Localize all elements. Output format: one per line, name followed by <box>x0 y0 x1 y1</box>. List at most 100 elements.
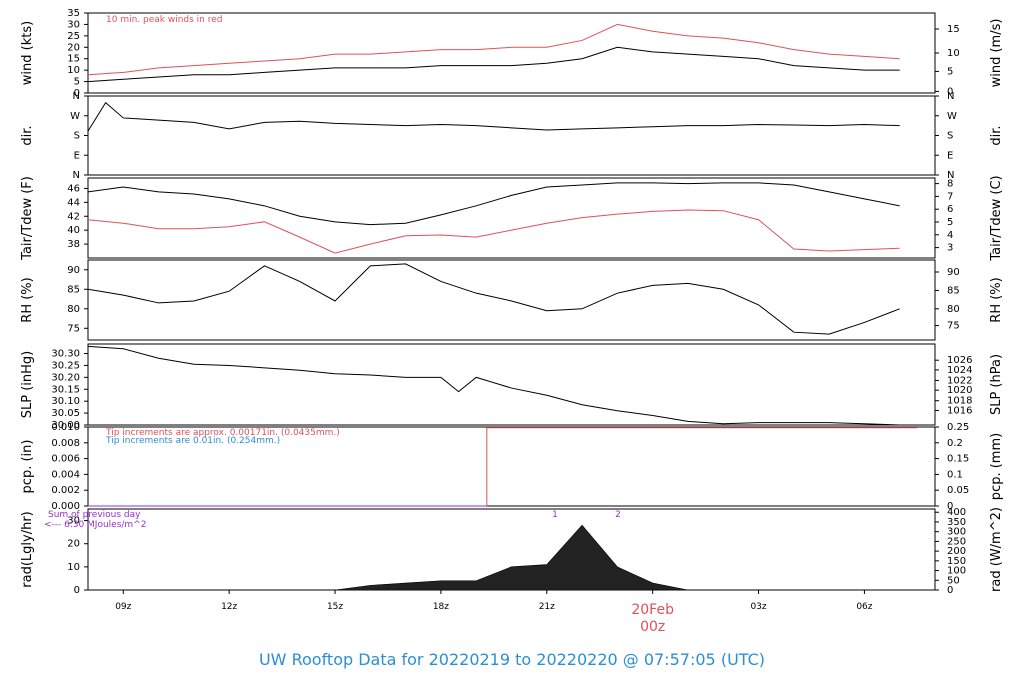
panel-frame-4 <box>87 343 936 426</box>
y-tick-label-left: 20 <box>67 539 80 550</box>
y-tick-label-right: W <box>947 111 957 122</box>
y-tick-label-right: 5 <box>947 66 953 77</box>
y-tick-label-right: 4 <box>947 230 953 241</box>
panel-annotation: Tip increments are 0.01in. (0.254mm.) <box>105 436 280 446</box>
y-axis-label-left: Tair/Tdew (F) <box>20 176 35 261</box>
x-tick-label: 21z <box>539 602 555 612</box>
date-marker-day: 20Feb <box>631 602 674 618</box>
y-tick-label-right: 350 <box>947 517 966 528</box>
y-tick-label-right: 1022 <box>947 375 972 386</box>
panel-frame-1 <box>87 95 936 176</box>
radiation-marker: 1 <box>552 510 558 520</box>
y-tick-label-right: 7 <box>947 191 953 202</box>
y-tick-label-left: S <box>74 131 80 142</box>
y-axis-label-left: wind (kts) <box>20 21 35 85</box>
y-tick-label-left: N <box>73 91 80 102</box>
panel-frame-5 <box>87 426 936 507</box>
y-axis-label-right: pcp. (mm) <box>989 433 1004 500</box>
series-line-4-0 <box>87 345 900 426</box>
y-tick-label-left: 30 <box>67 19 80 30</box>
y-tick-label-left: 80 <box>67 304 80 315</box>
y-tick-label-left: 0.010 <box>51 422 80 433</box>
y-axis-label-left: dir. <box>20 125 35 145</box>
y-tick-label-right: 1020 <box>947 385 972 396</box>
y-tick-label-left: 20 <box>67 42 80 53</box>
y-tick-label-left: 0.006 <box>51 454 80 465</box>
y-tick-label-right: 150 <box>947 556 966 567</box>
y-tick-label-right: 8 <box>947 179 953 190</box>
y-tick-label-left: 10 <box>67 562 80 573</box>
y-tick-label-left: 42 <box>67 211 80 222</box>
y-tick-label-left: 0.008 <box>51 438 80 449</box>
y-tick-label-right: 5 <box>947 217 953 228</box>
y-tick-label-right: 90 <box>947 267 960 278</box>
x-tick-label: 09z <box>115 602 131 612</box>
y-tick-label-right: 15 <box>947 24 960 35</box>
date-marker-hour: 00z <box>640 619 665 635</box>
y-tick-label-left: 30.20 <box>51 372 80 383</box>
y-axis-label-left: SLP (inHg) <box>20 351 35 419</box>
x-tick-label: 15z <box>327 602 343 612</box>
y-tick-label-right: 0.25 <box>947 422 969 433</box>
y-axis-label-right: RH (%) <box>989 277 1004 322</box>
y-tick-label-right: N <box>947 170 954 181</box>
y-tick-label-right: 1018 <box>947 396 972 407</box>
y-tick-label-right: 0 <box>947 501 953 512</box>
y-tick-label-left: 5 <box>74 77 80 88</box>
x-tick-label: 18z <box>433 602 449 612</box>
y-tick-label-left: 30 <box>67 516 80 527</box>
y-tick-label-left: 90 <box>67 265 80 276</box>
y-tick-label-left: 0.004 <box>51 469 80 480</box>
y-tick-label-right: 0.1 <box>947 469 963 480</box>
y-tick-label-right: 0.05 <box>947 485 969 496</box>
y-tick-label-right: 200 <box>947 546 966 557</box>
y-axis-label-left: RH (%) <box>20 277 35 322</box>
y-tick-label-right: 400 <box>947 507 966 518</box>
y-tick-label-right: 10 <box>947 48 960 59</box>
y-tick-label-right: S <box>947 131 953 142</box>
series-line-1-0 <box>87 101 900 132</box>
y-tick-label-right: 1016 <box>947 405 972 416</box>
panel-annotation: Tip increments are approx. 0.00171in. (0… <box>105 428 340 438</box>
y-tick-label-right: N <box>947 91 954 102</box>
y-tick-label-left: 30.00 <box>51 420 80 431</box>
y-tick-label-left: 30.30 <box>51 349 80 360</box>
radiation-marker: 2 <box>615 510 621 520</box>
y-tick-label-left: 40 <box>67 225 80 236</box>
y-tick-label-left: 0.002 <box>51 485 80 496</box>
y-tick-label-left: W <box>70 111 80 122</box>
y-tick-label-right: 0.2 <box>947 438 963 449</box>
y-tick-label-right: 300 <box>947 527 966 538</box>
panel-annotation: <--- 6.30 MJoules/m^2 <box>44 520 146 530</box>
series-line-0-0 <box>87 46 900 83</box>
y-tick-label-left: 0 <box>74 585 80 596</box>
y-axis-label-right: Tair/Tdew (C) <box>989 175 1004 261</box>
y-tick-label-right: 100 <box>947 566 966 577</box>
y-tick-label-left: E <box>74 150 80 161</box>
y-tick-label-right: 250 <box>947 536 966 547</box>
panel-frame-2 <box>87 177 936 259</box>
y-tick-label-left: 30.05 <box>51 408 80 419</box>
y-tick-label-right: 6 <box>947 204 953 215</box>
y-axis-label-left: rad(Lgly/hr) <box>20 511 35 587</box>
y-tick-label-right: 75 <box>947 321 960 332</box>
series-line-2-0 <box>87 182 900 226</box>
panel-frame-3 <box>87 259 936 341</box>
y-tick-label-left: 75 <box>67 323 80 334</box>
x-tick-label: 12z <box>221 602 237 612</box>
series-line-2-1 <box>87 209 900 254</box>
y-axis-label-right: dir. <box>989 125 1004 145</box>
y-axis-label-right: rad (W/m^2) <box>989 507 1004 592</box>
y-axis-label-left: pcp. (in) <box>20 440 35 494</box>
y-tick-label-left: 44 <box>67 197 80 208</box>
y-tick-label-left: 0.000 <box>51 501 80 512</box>
x-tick-label: 06z <box>856 602 872 612</box>
y-tick-label-right: 1026 <box>947 355 972 366</box>
y-tick-label-left: 35 <box>67 8 80 19</box>
y-tick-label-left: 30.10 <box>51 396 80 407</box>
y-tick-label-left: 25 <box>67 31 80 42</box>
y-tick-label-right: 50 <box>947 575 960 586</box>
panel-frame-0 <box>87 12 936 94</box>
y-axis-label-right: SLP (hPa) <box>989 354 1004 415</box>
